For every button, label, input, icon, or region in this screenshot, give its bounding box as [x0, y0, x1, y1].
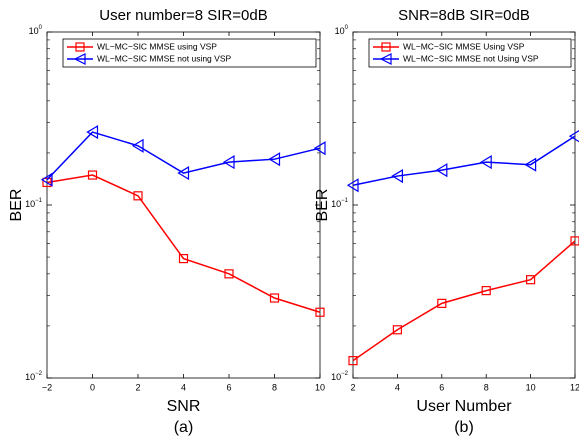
- legend-label: WL−MC−SIC MMSE using VSP: [97, 41, 217, 51]
- x-tick-label: 12: [570, 382, 579, 392]
- y-axis-label: BER: [8, 189, 25, 222]
- caption: (b): [454, 419, 474, 436]
- marker: [481, 286, 491, 296]
- legend-marker: [75, 42, 85, 52]
- marker: [177, 165, 190, 181]
- marker: [269, 293, 280, 303]
- caption: (a): [174, 419, 194, 436]
- x-tick-label: 4: [395, 382, 400, 392]
- tick-base: 10: [29, 26, 39, 36]
- x-tick-label: 4: [181, 382, 186, 392]
- marker: [178, 253, 189, 264]
- x-tick-label: 6: [439, 382, 444, 392]
- tick-base: 10: [25, 199, 35, 209]
- legend-label: WL−MC−SIC MMSE Using VSP: [403, 41, 525, 51]
- tick-exponent: −2: [341, 371, 349, 377]
- y-tick-label: 10−1: [25, 198, 43, 210]
- marker: [480, 155, 492, 170]
- y-tick-label: 10−1: [331, 198, 349, 210]
- tick-exponent: 0: [39, 25, 43, 31]
- marker: [131, 138, 144, 153]
- y-axis-label: BER: [314, 189, 331, 222]
- legend-marker: [381, 42, 391, 52]
- tick-exponent: −1: [35, 198, 43, 204]
- x-tick-label: 0: [90, 382, 95, 392]
- series-line: [46, 131, 321, 181]
- x-tick-label: 2: [350, 382, 355, 392]
- marker: [268, 152, 281, 167]
- legend-box: [62, 38, 317, 68]
- marker: [346, 178, 359, 193]
- marker: [568, 130, 579, 143]
- marker: [133, 191, 143, 201]
- legend-box: [368, 38, 572, 68]
- marker: [435, 163, 448, 178]
- marker: [222, 155, 235, 170]
- axes-box: [352, 31, 576, 379]
- x-tick-label: 8: [484, 382, 489, 392]
- x-tick-label: 8: [272, 382, 277, 392]
- tick-base: 10: [335, 26, 345, 36]
- tick-exponent: 0: [345, 25, 349, 31]
- tick-base: 10: [331, 199, 341, 209]
- x-tick-label: 6: [226, 382, 231, 392]
- series-line: [352, 135, 576, 187]
- x-tick-label: 10: [315, 382, 325, 392]
- marker: [224, 269, 234, 279]
- marker: [42, 177, 52, 188]
- series-line: [46, 174, 321, 313]
- y-tick-label: 10−2: [331, 371, 349, 383]
- chart-title: SNR=8dB SIR=0dB: [398, 7, 530, 24]
- x-tick-label: 2: [135, 382, 140, 392]
- legend-marker: [73, 53, 86, 65]
- legend-marker: [379, 53, 392, 65]
- marker: [348, 356, 358, 366]
- legend-label: WL−MC−SIC MMSE not using VSP: [97, 53, 231, 63]
- tick-base: 10: [331, 372, 341, 382]
- tick-exponent: −1: [341, 198, 349, 204]
- series-line: [352, 240, 576, 362]
- y-tick-label: 10−2: [25, 371, 43, 383]
- chart-title: User number=8 SIR=0dB: [99, 7, 267, 24]
- legend-label: WL−MC−SIC MMSE not Using VSP: [403, 53, 539, 63]
- marker: [315, 307, 325, 317]
- tick-exponent: −2: [35, 371, 43, 377]
- marker: [392, 325, 402, 335]
- y-tick-label: 100: [335, 25, 349, 37]
- axes-box: [46, 31, 321, 379]
- x-axis-label: SNR: [167, 398, 201, 415]
- marker: [40, 172, 53, 187]
- y-tick-label: 100: [29, 25, 43, 37]
- marker: [524, 157, 537, 172]
- marker: [391, 168, 403, 184]
- marker: [437, 298, 447, 308]
- marker: [87, 170, 98, 180]
- x-tick-label: −2: [42, 382, 52, 392]
- marker: [86, 125, 99, 140]
- marker: [525, 275, 536, 285]
- marker: [570, 236, 579, 246]
- x-axis-label: User Number: [416, 398, 512, 415]
- tick-base: 10: [25, 372, 35, 382]
- marker: [313, 141, 326, 156]
- x-tick-label: 10: [526, 382, 536, 392]
